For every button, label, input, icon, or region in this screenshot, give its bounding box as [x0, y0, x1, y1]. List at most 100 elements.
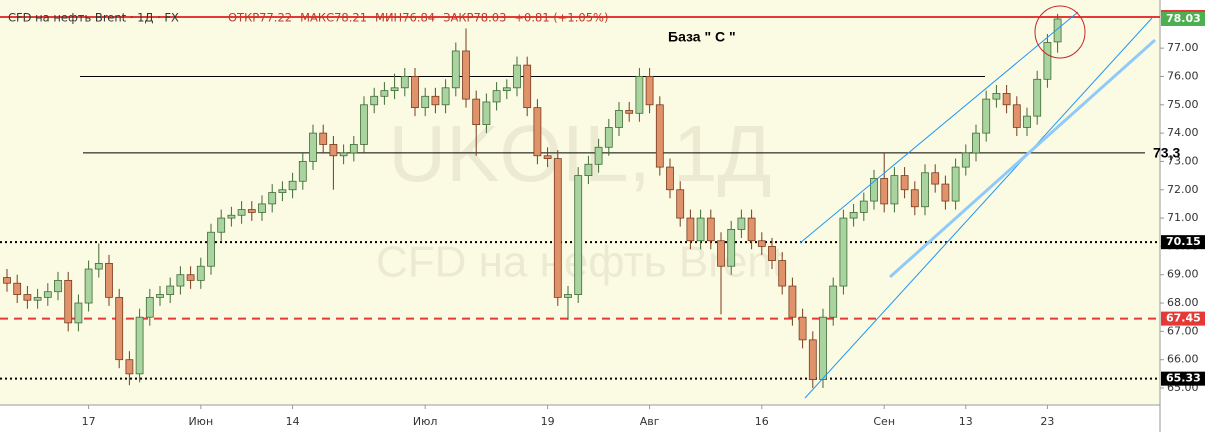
candle-body	[1043, 42, 1052, 80]
candle-body	[176, 274, 185, 287]
level-label-bg	[1161, 371, 1205, 386]
candle-body	[258, 203, 266, 213]
trend-line	[804, 17, 1153, 399]
candle-body	[237, 209, 246, 216]
candle-body	[1002, 93, 1011, 106]
candle-body	[972, 132, 980, 154]
candle-body	[1033, 78, 1042, 117]
header-value: МИН76.84	[375, 11, 435, 25]
y-tick-label: 76.00	[1167, 69, 1199, 82]
candle-body	[513, 64, 521, 89]
candle-body	[227, 214, 236, 219]
candle-body	[125, 359, 134, 375]
candle-body	[696, 217, 705, 242]
candle-body	[921, 172, 929, 208]
y-tick-label: 71.00	[1167, 211, 1199, 224]
candle-body	[849, 212, 858, 219]
candle-body	[400, 76, 409, 89]
candle-body	[635, 76, 644, 114]
candle-body	[84, 268, 93, 304]
level-label: 65.33	[1166, 372, 1201, 385]
trend-line	[799, 11, 1079, 244]
candle-body	[298, 161, 307, 182]
candle-body	[686, 217, 695, 242]
candle-body	[859, 200, 868, 213]
header-value: ОТКР77.22	[228, 11, 292, 25]
candle-body	[604, 127, 613, 148]
candle-body	[411, 76, 419, 109]
candle-body	[594, 146, 603, 165]
candle-body	[778, 260, 787, 287]
candle-body	[54, 279, 62, 293]
x-tick-label: 14	[286, 415, 300, 428]
candle-body	[808, 339, 817, 380]
candle-body	[747, 217, 756, 242]
candle-body	[360, 104, 368, 145]
candle-body	[278, 189, 287, 193]
candle-body	[13, 282, 22, 295]
candle-body	[33, 296, 42, 301]
candle-body	[217, 217, 226, 233]
candle-body	[625, 110, 634, 114]
candle-body	[23, 294, 32, 301]
candle-body	[890, 175, 899, 205]
candle-body	[339, 152, 348, 157]
candle-body	[502, 87, 511, 92]
level-label-bg	[1161, 311, 1205, 326]
candle-body	[900, 175, 909, 191]
candle-body	[74, 302, 83, 324]
candle-body	[768, 245, 776, 261]
candle-body	[370, 95, 379, 106]
candle-body	[941, 183, 950, 202]
candle-body	[1023, 115, 1031, 128]
candle-body	[431, 95, 440, 106]
candle-body	[309, 132, 317, 162]
candle-body	[584, 163, 593, 176]
candle-body	[870, 178, 878, 202]
candle-body	[737, 217, 746, 230]
candle-body	[839, 217, 848, 287]
candle-body	[135, 316, 144, 375]
candle-body	[105, 262, 113, 298]
last-price-label: 78.03	[1166, 12, 1201, 25]
level-label-bg	[1161, 235, 1205, 250]
candle-body	[115, 296, 124, 361]
candle-body	[166, 285, 175, 295]
candle-body	[462, 50, 470, 100]
y-tick-label: 67.00	[1167, 324, 1199, 337]
candle-body	[910, 189, 919, 208]
candle-body	[676, 189, 685, 219]
candle-body	[247, 209, 256, 213]
candle-body	[145, 296, 154, 318]
annotation: База " С "	[668, 29, 736, 45]
y-tick-label: 72.00	[1167, 183, 1199, 196]
x-tick-label: 23	[1040, 415, 1054, 428]
x-tick-label: 17	[82, 415, 96, 428]
header-title: CFD на нефть Brent · 1Д · FX	[8, 11, 179, 25]
candle-body	[982, 98, 991, 134]
candle-body	[574, 175, 583, 295]
candle-body	[1053, 18, 1062, 43]
candle-body	[64, 279, 73, 324]
candle-body	[819, 316, 827, 380]
candle-body	[655, 104, 664, 168]
candle-body	[951, 166, 960, 202]
candle-body	[207, 231, 215, 267]
y-tick-label: 73.00	[1167, 154, 1199, 167]
x-tick-label: Июн	[188, 415, 213, 428]
candle-body	[615, 110, 623, 128]
candle-body	[788, 285, 797, 318]
x-tick-label: 19	[541, 415, 555, 428]
candle-body	[349, 144, 358, 154]
y-tick-label: 66.00	[1167, 353, 1199, 366]
y-tick-label: 74.00	[1167, 126, 1199, 139]
candle-body	[533, 107, 542, 157]
candle-body	[717, 240, 725, 267]
candle-body	[798, 316, 807, 341]
candle-body	[992, 93, 1001, 100]
x-tick-label: 16	[755, 415, 769, 428]
candle-body	[482, 101, 491, 126]
candle-body	[390, 87, 399, 92]
candle-body	[288, 180, 297, 191]
